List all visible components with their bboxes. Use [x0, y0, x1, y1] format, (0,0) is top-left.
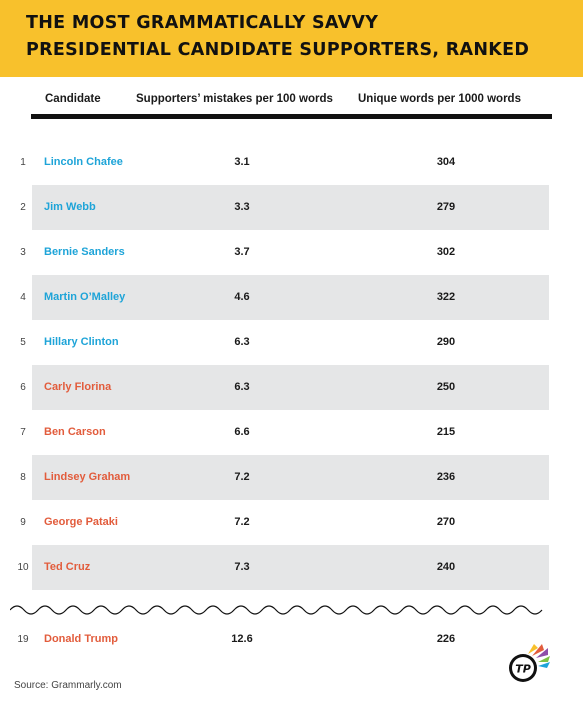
- mistakes-value: 7.2: [234, 471, 250, 483]
- candidate-name: Lindsey Graham: [44, 471, 131, 483]
- row-background: [32, 365, 549, 410]
- table-row: 4 Martin O’Malley 4.6 322: [0, 275, 583, 320]
- wavy-break-divider: [10, 605, 543, 615]
- unique-words-value: 226: [436, 633, 456, 645]
- candidate-name: Ben Carson: [44, 426, 106, 438]
- rank-number: 19: [17, 634, 29, 645]
- row-background: [32, 275, 549, 320]
- candidate-name: Jim Webb: [44, 201, 96, 213]
- candidate-name: Bernie Sanders: [44, 246, 125, 258]
- unique-words-value: 240: [436, 561, 456, 573]
- candidate-name: Martin O’Malley: [44, 291, 126, 303]
- column-header-mistakes: Supporters’ mistakes per 100 words: [136, 93, 333, 105]
- rank-number: 7: [20, 427, 26, 438]
- chart-title-line-1: THE MOST GRAMMATICALLY SAVVY: [26, 13, 379, 33]
- table-row: 8 Lindsey Graham 7.2 236: [0, 455, 583, 500]
- publisher-logo-icon: TP: [509, 644, 550, 682]
- table-row: 6 Carly Florina 6.3 250: [0, 365, 583, 410]
- table-row: 1 Lincoln Chafee 3.1 304: [0, 140, 583, 185]
- rank-number: 2: [20, 202, 26, 213]
- table-row: 19 Donald Trump 12.6 226: [0, 617, 583, 662]
- rank-number: 6: [20, 382, 26, 393]
- candidate-name: Carly Florina: [44, 381, 112, 393]
- unique-words-value: 250: [436, 381, 456, 393]
- row-background: [32, 185, 549, 230]
- logo-text: TP: [515, 663, 531, 676]
- rank-number: 9: [20, 517, 26, 528]
- table-row: 7 Ben Carson 6.6 215: [0, 410, 583, 455]
- unique-words-value: 290: [436, 336, 456, 348]
- rank-number: 1: [20, 157, 26, 168]
- row-background: [32, 545, 549, 590]
- mistakes-value: 12.6: [231, 633, 253, 645]
- mistakes-value: 7.2: [234, 516, 250, 528]
- title-banner: THE MOST GRAMMATICALLY SAVVY PRESIDENTIA…: [0, 0, 583, 77]
- unique-words-value: 279: [436, 201, 456, 213]
- table-row: 10 Ted Cruz 7.3 240: [0, 545, 583, 590]
- mistakes-value: 3.7: [234, 246, 250, 258]
- unique-words-value: 302: [436, 246, 456, 258]
- candidate-name: Hillary Clinton: [44, 336, 119, 348]
- column-header-unique-words: Unique words per 1000 words: [358, 93, 521, 105]
- rank-number: 3: [20, 247, 26, 258]
- rank-number: 5: [20, 337, 26, 348]
- candidate-name: George Pataki: [44, 516, 118, 528]
- column-header-candidate: Candidate: [45, 93, 101, 105]
- mistakes-value: 3.1: [234, 156, 250, 168]
- mistakes-value: 3.3: [234, 201, 250, 213]
- mistakes-value: 4.6: [234, 291, 250, 303]
- header-divider: [31, 114, 552, 119]
- candidate-name: Ted Cruz: [44, 561, 91, 573]
- table-row: 5 Hillary Clinton 6.3 290: [0, 320, 583, 365]
- candidate-name: Donald Trump: [44, 633, 118, 645]
- chart-title-line-2: PRESIDENTIAL CANDIDATE SUPPORTERS, RANKE…: [26, 40, 530, 60]
- rank-number: 4: [20, 292, 26, 303]
- row-background: [32, 455, 549, 500]
- unique-words-value: 270: [436, 516, 456, 528]
- unique-words-value: 304: [436, 156, 456, 168]
- unique-words-value: 215: [436, 426, 456, 438]
- rank-number: 8: [20, 472, 26, 483]
- mistakes-value: 7.3: [234, 561, 250, 573]
- mistakes-value: 6.6: [234, 426, 250, 438]
- mistakes-value: 6.3: [234, 381, 250, 393]
- table-row: 3 Bernie Sanders 3.7 302: [0, 230, 583, 275]
- table-row: 9 George Pataki 7.2 270: [0, 500, 583, 545]
- candidate-name: Lincoln Chafee: [44, 156, 123, 168]
- unique-words-value: 236: [436, 471, 456, 483]
- table-row: 2 Jim Webb 3.3 279: [0, 185, 583, 230]
- mistakes-value: 6.3: [234, 336, 250, 348]
- unique-words-value: 322: [436, 291, 456, 303]
- source-note: Source: Grammarly.com: [14, 680, 122, 691]
- rank-number: 10: [17, 562, 29, 573]
